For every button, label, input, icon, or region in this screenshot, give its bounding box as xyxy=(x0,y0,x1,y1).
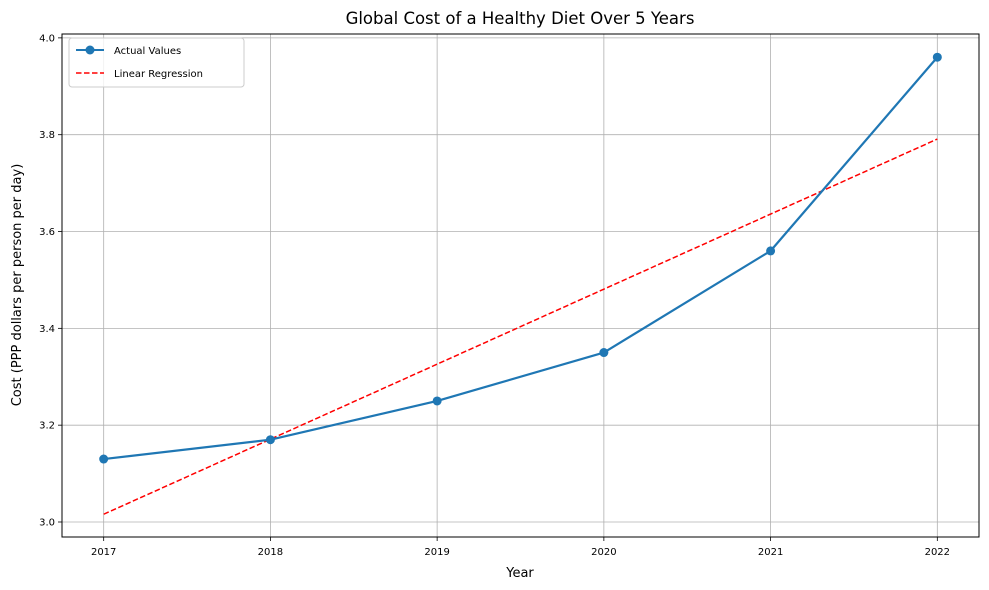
x-tick-label: 2018 xyxy=(258,547,283,558)
y-tick-label: 3.4 xyxy=(39,324,55,335)
data-point-actual xyxy=(265,435,275,445)
y-tick-label: 4.0 xyxy=(39,33,55,44)
x-tick-label: 2022 xyxy=(925,547,950,558)
grid-lines xyxy=(62,34,979,537)
y-tick-label: 3.0 xyxy=(39,517,55,528)
legend-marker-actual xyxy=(85,45,95,55)
legend-label-regression: Linear Regression xyxy=(114,69,203,80)
x-tick-label: 2017 xyxy=(91,547,116,558)
data-point-actual xyxy=(766,246,776,256)
data-point-actual xyxy=(432,396,442,406)
series-line-linear-regression xyxy=(103,138,938,515)
y-axis-ticks: 3.0 3.2 3.4 3.6 3.8 4.0 xyxy=(39,33,62,528)
x-tick-label: 2019 xyxy=(424,547,449,558)
chart-title: Global Cost of a Healthy Diet Over 5 Yea… xyxy=(346,9,695,28)
series-line-actual-values xyxy=(103,56,939,461)
y-axis-title: Cost (PPP dollars per person per day) xyxy=(10,164,25,407)
x-axis-title: Year xyxy=(505,566,534,581)
data-point-actual xyxy=(599,348,609,358)
legend: Actual Values Linear Regression xyxy=(68,37,245,88)
series-layer xyxy=(99,52,942,515)
x-tick-label: 2021 xyxy=(758,547,783,558)
legend-box xyxy=(68,37,245,88)
y-tick-label: 3.8 xyxy=(39,130,55,141)
plot-frame xyxy=(61,33,980,538)
x-tick-label: 2020 xyxy=(591,547,616,558)
legend-label-actual: Actual Values xyxy=(114,46,181,57)
y-tick-label: 3.2 xyxy=(39,421,55,432)
y-tick-label: 3.6 xyxy=(39,227,55,238)
data-point-actual xyxy=(932,52,942,62)
data-point-actual xyxy=(99,454,109,464)
x-axis-ticks: 2017 2018 2019 2020 2021 2022 xyxy=(91,537,950,558)
